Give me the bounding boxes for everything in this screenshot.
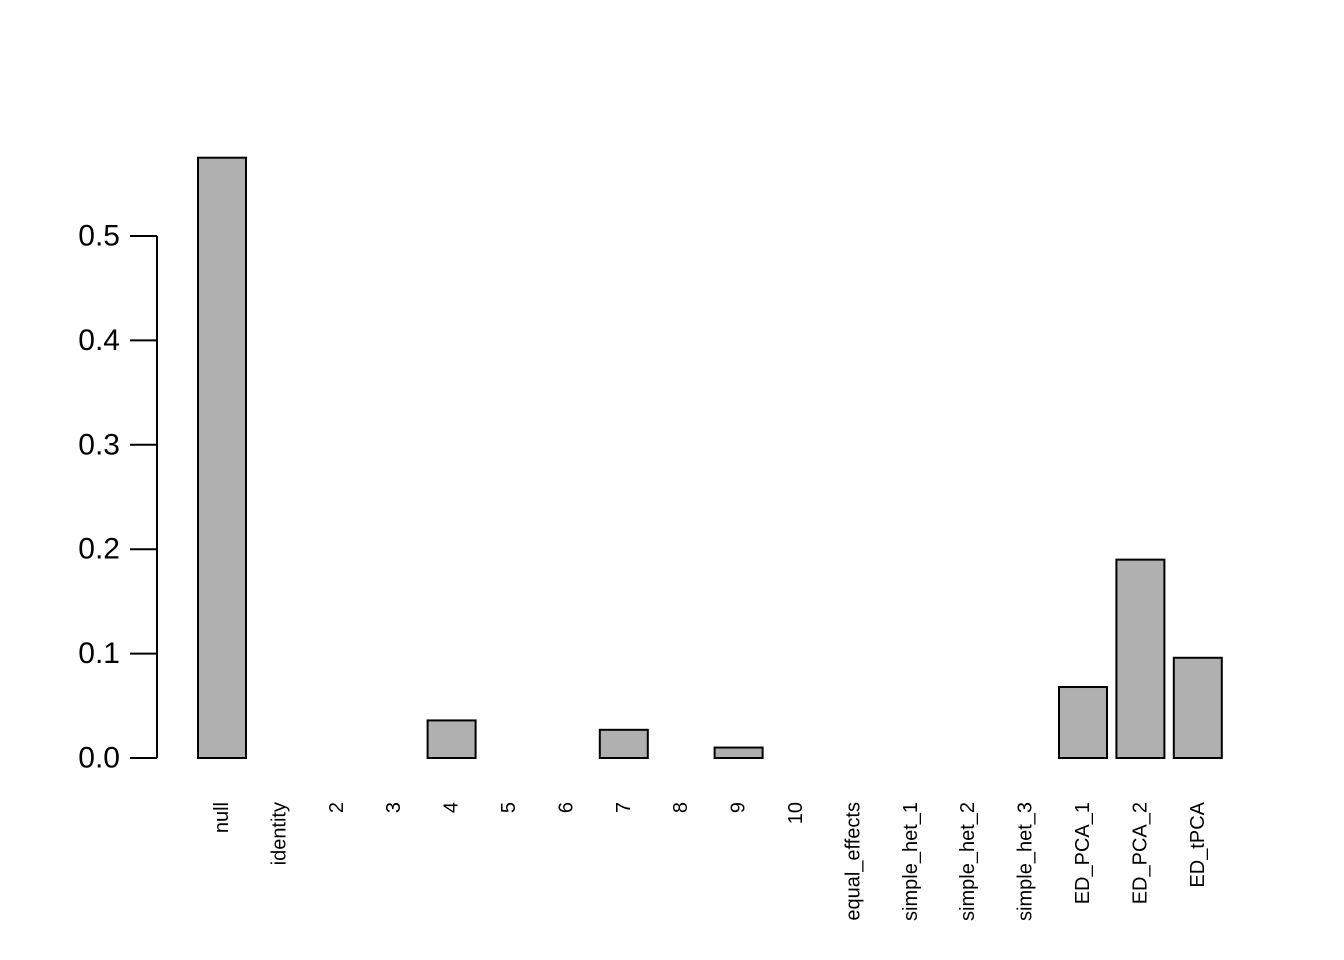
- x-category-label: simple_het_2: [957, 802, 979, 921]
- y-tick-label: 0.3: [78, 428, 120, 461]
- y-tick-label: 0.5: [78, 220, 120, 253]
- x-category-label: ED_PCA_2: [1129, 802, 1151, 904]
- x-category-label: equal_effects: [842, 802, 864, 921]
- bar-ed-pca-1: [1058, 686, 1108, 759]
- x-category-label: 7: [613, 802, 635, 813]
- x-category-label: 8: [670, 802, 692, 813]
- bar-ed-tpca: [1172, 656, 1223, 759]
- bar-4: [426, 719, 477, 760]
- x-category-label: simple_het_1: [900, 802, 922, 921]
- x-category-label: ED_tPCA: [1187, 801, 1209, 887]
- x-category-label: 6: [555, 802, 577, 813]
- y-tick-label: 0.1: [78, 637, 120, 670]
- x-category-label: ED_PCA_1: [1072, 802, 1094, 904]
- x-category-label: simple_het_3: [1015, 802, 1037, 921]
- y-tick-label: 0.4: [78, 324, 120, 357]
- x-category-label: 2: [326, 802, 348, 813]
- y-tick-label: 0.0: [78, 742, 120, 775]
- bar-null: [197, 156, 247, 759]
- x-category-label: 9: [728, 802, 750, 813]
- y-tick-label: 0.2: [78, 533, 120, 566]
- x-category-label: null: [211, 802, 233, 833]
- bar-ed-pca-2: [1115, 558, 1166, 760]
- x-category-label: 3: [383, 802, 405, 813]
- y-axis: 0.0 0.1 0.2 0.3 0.4 0.5: [78, 220, 158, 775]
- bars-group: [197, 156, 1223, 760]
- x-category-label: identity: [268, 802, 290, 865]
- x-category-label: 4: [441, 802, 463, 813]
- x-axis-labels: null identity 2 3 4 5 6 7 8 9 10 equal_effects simpl…: [211, 801, 1209, 921]
- x-category-label: 5: [498, 802, 520, 813]
- bar-7: [598, 728, 649, 760]
- bar-9: [713, 746, 764, 759]
- x-category-label: 10: [785, 802, 807, 824]
